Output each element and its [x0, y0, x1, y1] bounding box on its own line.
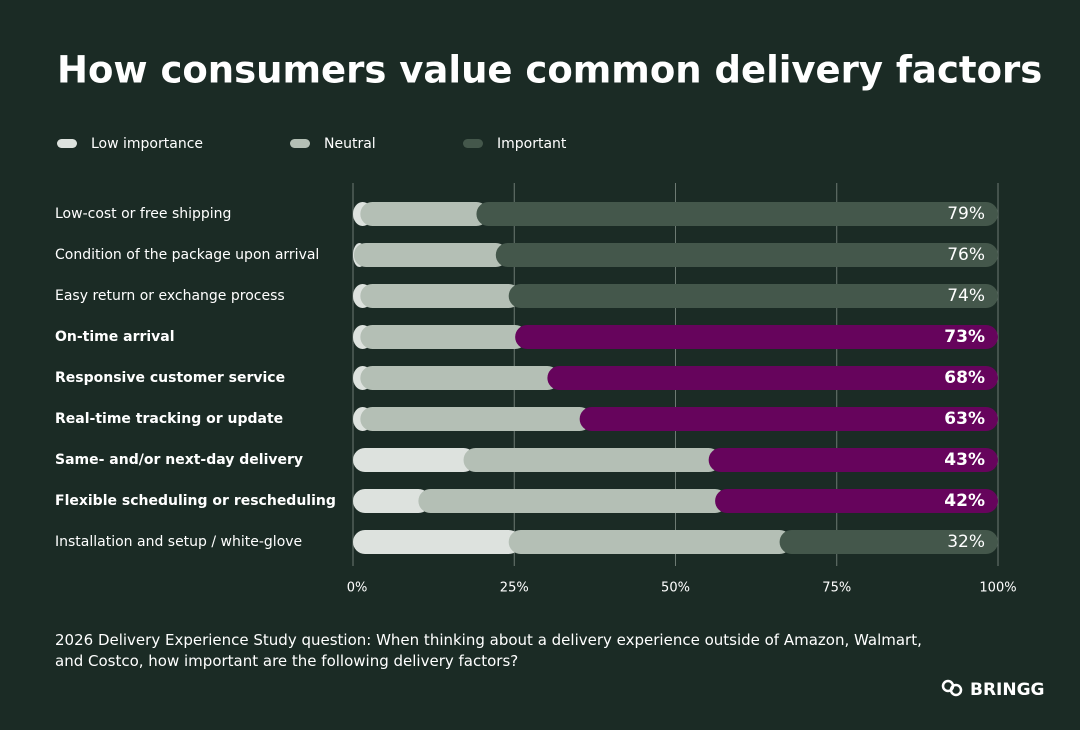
bar-segment: [508, 284, 998, 308]
bar-segment: [579, 407, 998, 431]
category-label: Low-cost or free shipping: [55, 206, 231, 222]
value-label: 32%: [947, 532, 985, 552]
footnote-line: 2026 Delivery Experience Study question:…: [55, 631, 922, 649]
brand-name: BRINGG: [970, 680, 1045, 700]
value-label: 68%: [944, 368, 985, 388]
category-label: Installation and setup / white-glove: [55, 534, 302, 550]
x-tick-label: 0%: [347, 581, 368, 596]
category-label: Flexible scheduling or rescheduling: [55, 493, 336, 509]
bar-segment: [418, 489, 728, 513]
brand-logo: BRINGG: [941, 679, 1045, 700]
logo-icon: [949, 683, 963, 697]
value-label: 76%: [947, 245, 985, 265]
footnote-line: and Costco, how important are the follow…: [55, 652, 518, 670]
bar-segment: [515, 325, 998, 349]
category-label: Condition of the package upon arrival: [55, 247, 319, 263]
category-label: On-time arrival: [55, 329, 175, 345]
bar-segment: [476, 202, 998, 226]
legend-label: Important: [497, 136, 567, 152]
value-label: 43%: [944, 450, 985, 470]
legend-swatch: [463, 139, 483, 148]
x-tick-label: 75%: [822, 581, 851, 596]
x-tick-label: 50%: [661, 581, 690, 596]
x-tick-label: 25%: [500, 581, 529, 596]
bar-segment: [495, 243, 998, 267]
bar-segment: [360, 407, 592, 431]
value-label: 73%: [944, 327, 985, 347]
legend-label: Neutral: [324, 136, 376, 152]
bar-segment: [508, 530, 792, 554]
bar-segment: [353, 448, 476, 472]
bar-segment: [708, 448, 998, 472]
bar-segment: [353, 489, 431, 513]
x-tick-label: 100%: [979, 581, 1016, 596]
bar-segment: [360, 202, 489, 226]
category-label: Responsive customer service: [55, 370, 285, 386]
bar-segment: [547, 366, 998, 390]
bar-segment: [353, 530, 521, 554]
value-label: 42%: [944, 491, 985, 511]
legend-label: Low importance: [91, 136, 203, 152]
value-label: 63%: [944, 409, 985, 429]
bar-segment: [360, 325, 528, 349]
bar-segment: [463, 448, 721, 472]
value-label: 74%: [947, 286, 985, 306]
category-label: Real-time tracking or update: [55, 411, 283, 427]
bar-segment: [715, 489, 998, 513]
category-label: Same- and/or next-day delivery: [55, 452, 303, 468]
bar-segment: [360, 366, 560, 390]
value-label: 79%: [947, 204, 985, 224]
bar-segment: [779, 530, 998, 554]
chart-title: How consumers value common delivery fact…: [57, 49, 1042, 92]
legend-swatch: [57, 139, 77, 148]
category-label: Easy return or exchange process: [55, 288, 285, 304]
footnote: 2026 Delivery Experience Study question:…: [55, 631, 922, 670]
bar-segment: [360, 284, 521, 308]
bar-segment: [353, 243, 508, 267]
legend-swatch: [290, 139, 310, 148]
